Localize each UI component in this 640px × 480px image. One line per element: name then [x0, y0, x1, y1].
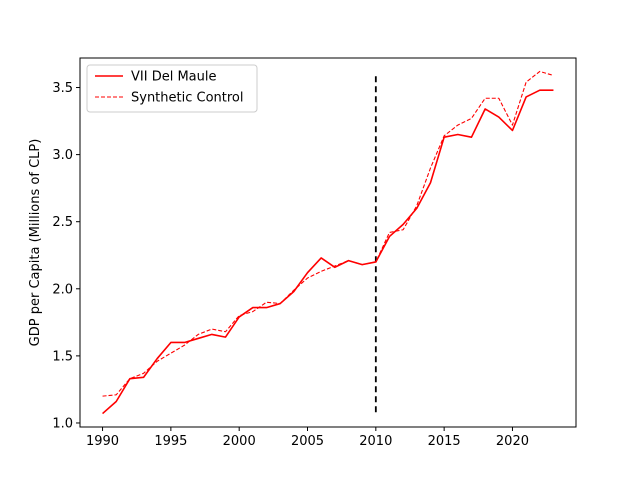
series-line-vii-del-maule [102, 89, 554, 415]
plot-area [102, 70, 554, 415]
x-tick-label: 2020 [496, 434, 529, 449]
y-tick-label: 1.0 [52, 416, 73, 431]
legend-label: Synthetic Control [131, 91, 244, 106]
y-tick-label: 2.5 [52, 215, 73, 230]
series-line-synthetic-control [102, 70, 554, 397]
y-tick-label: 3.5 [52, 81, 73, 96]
x-tick-label: 1990 [86, 434, 119, 449]
x-tick-label: 2005 [291, 434, 324, 449]
x-axis: 1990 1995 2000 2005 2010 2015 2020 [86, 427, 529, 449]
y-tick-label: 3.0 [52, 148, 73, 163]
legend-box [86, 64, 258, 113]
y-axis: 1.0 1.5 2.0 2.5 3.0 3.5 [52, 81, 80, 431]
x-tick-label: 1995 [154, 434, 187, 449]
y-tick-label: 1.5 [52, 349, 73, 364]
x-tick-label: 2000 [223, 434, 256, 449]
x-tick-label: 2015 [428, 434, 461, 449]
x-tick-label: 2010 [359, 434, 392, 449]
legend: VII Del Maule Synthetic Control [86, 64, 258, 113]
y-tick-label: 2.0 [52, 282, 73, 297]
y-axis-label: GDP per Capita (Millions of CLP) [28, 139, 43, 347]
plot-frame [79, 57, 577, 428]
legend-label: VII Del Maule [131, 70, 216, 85]
